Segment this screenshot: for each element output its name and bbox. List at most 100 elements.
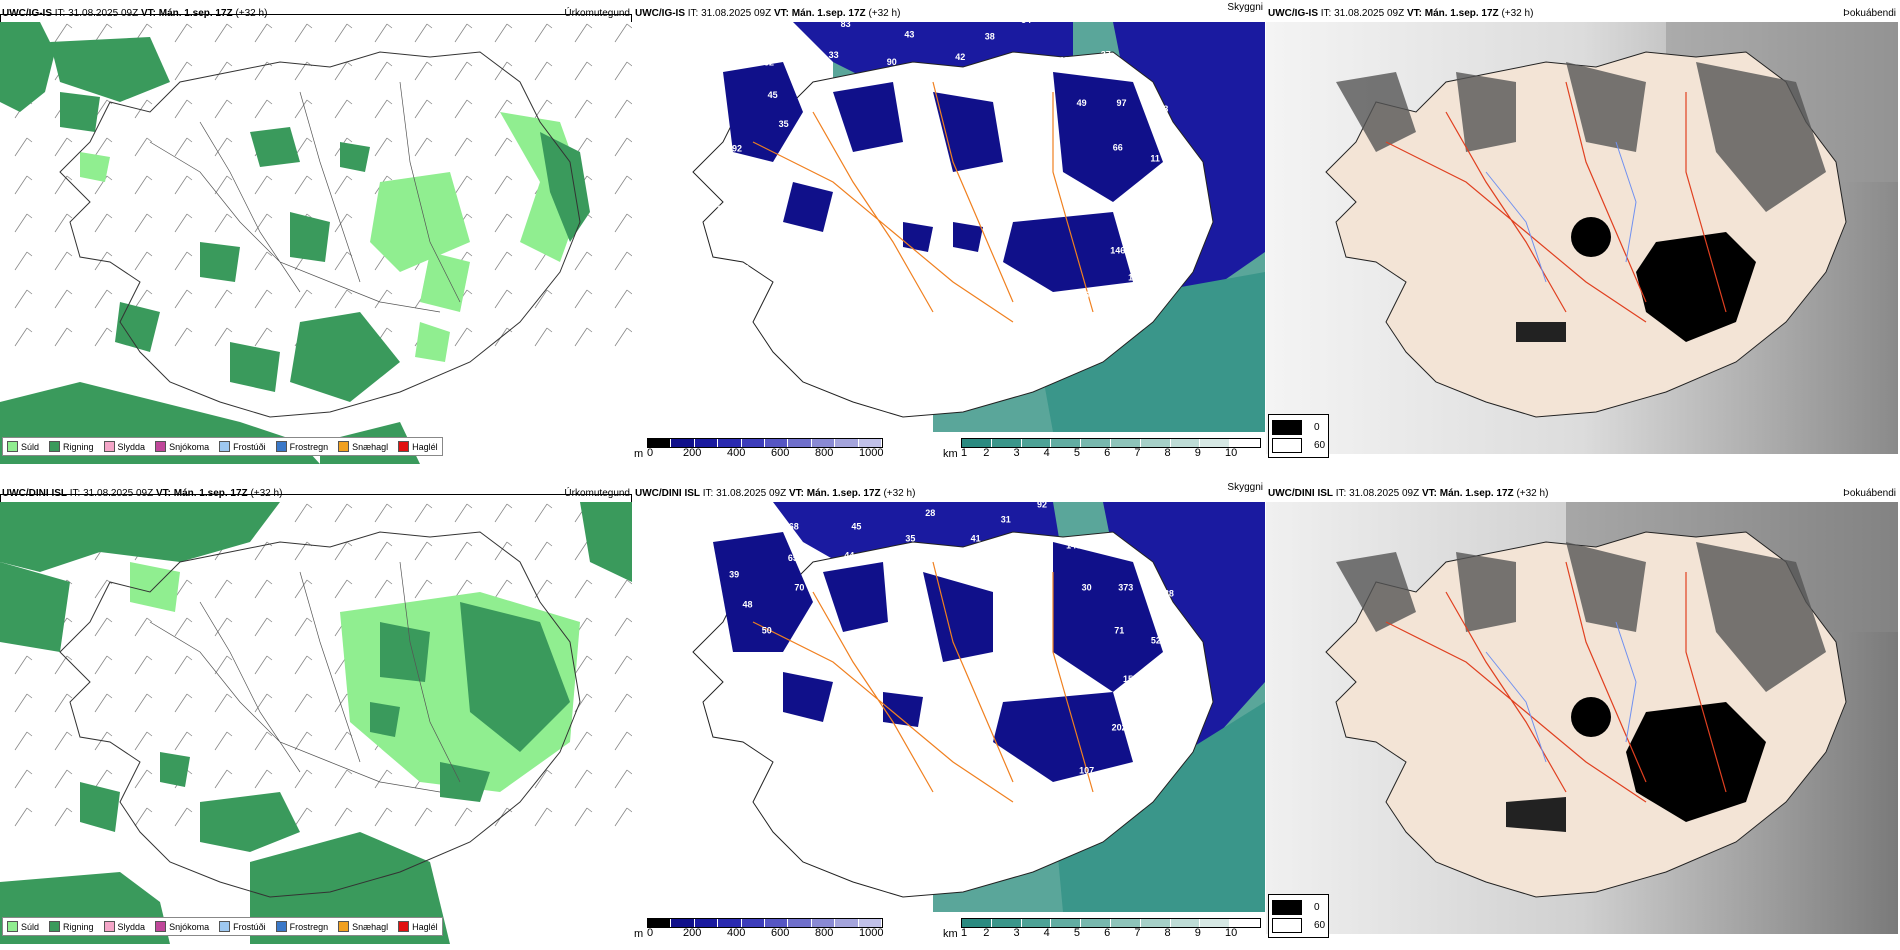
wind-barb [134,769,153,789]
cloudbase-label: 65 [786,313,796,323]
wind-barb [254,23,273,43]
wind-barb [334,541,353,561]
panel-header: UWC/DINI ISL IT: 31.08.2025 09Z VT: Mán.… [1266,488,1898,500]
lead-time: (+32 h) [883,488,916,499]
wind-barb [294,617,313,637]
colorbar-tick: 8 [1164,927,1171,939]
cloudbase-label: 41 [1010,856,1020,866]
cloudbase-label: 52 [755,765,765,775]
legend-swatch [219,441,231,452]
wind-barb [574,99,593,119]
iceland-outline [59,51,581,418]
cloudbase-label: 43 [1022,322,1032,332]
cloudbase-label: 36 [825,80,835,90]
wind-barb [214,731,233,751]
cloudbase-label: 66 [1113,143,1123,153]
cloudbase-label: 60 [739,264,749,274]
legend-item: Snæhagl [338,441,388,452]
vt-value: Mán. 1.sep. 17Z [1424,8,1499,19]
visibility-unit: km [943,928,958,940]
wind-barb [614,655,632,675]
wind-barb [214,99,233,119]
legend-swatch [219,921,231,932]
legend-item: Haglél [398,921,438,932]
wind-barb [54,655,73,675]
wind-barb [174,99,193,119]
vt-value: Mán. 1.sep. 17Z [158,8,233,19]
wind-barb [94,327,113,347]
colorbar-tick: 3 [1013,927,1020,939]
colorbar-step [1021,439,1052,447]
wind-barb [614,23,632,43]
legend-item: Rigning [49,441,94,452]
wind-barb [134,99,153,119]
iceland-outline [59,531,581,898]
wind-barb [414,99,433,119]
wind-barb [14,807,33,827]
visibility-map: 82 95 130 146 191 143 136 148 46 43 37 61 43 51 47 40 36… [633,22,1265,464]
colorbar-step [741,439,766,447]
legend-item: Snjókoma [155,441,209,452]
wind-barb [614,99,632,119]
wind-barb [574,61,593,81]
wind-barb [494,23,513,43]
wind-barb [454,579,473,599]
it-value: 31.08.2025 09Z [1349,488,1420,499]
cloudbase-unit: m [634,448,644,460]
it-value: 31.08.2025 09Z [1334,8,1405,19]
precip-map: Súld Rigning Slydda Snjókoma Frostúði Fr… [0,502,632,944]
colorbar-step [788,919,812,927]
wind-barb [494,175,513,195]
cloudbase-label: 172 [948,840,963,850]
legend-swatch [1272,419,1302,435]
panel-header: UWC/IG-IS IT: 31.08.2025 09Z VT: Mán. 1.… [0,8,632,20]
wind-barb [214,175,233,195]
wind-barb [614,731,632,751]
colorbar-tick: 7 [1134,927,1141,939]
cloudbase-label: 43 [839,849,849,859]
colorbar-tick: 5 [1073,447,1080,459]
wind-barb [214,61,233,81]
wind-barb [174,251,193,271]
wind-barb [54,23,73,43]
wind-barb [534,23,553,43]
colorbar-tick: 10 [1225,927,1238,939]
wind-barb [54,731,73,751]
cloudbase-scale [647,438,883,448]
legend-swatch [103,921,115,932]
cloudbase-label: 43 [904,30,914,40]
cloudbase-label: 36 [971,814,981,824]
cloudbase-label: 45 [721,655,731,665]
wind-barb [494,289,513,309]
wind-barb [334,61,353,81]
cloudbase-label: 52 [1186,171,1196,181]
wind-barb [134,655,153,675]
cloudbase-label: 54 [1025,827,1035,837]
colorbar-step [1110,919,1141,927]
colorbar-tick: 4 [1043,447,1050,459]
cloudbase-label: 46 [1076,352,1086,362]
wind-barb [374,769,393,789]
cloudbase-label: 48 [1158,104,1168,114]
wind-barb [174,655,193,675]
legend-swatch [338,921,350,932]
cloudbase-label: 68 [789,522,799,532]
colorbar-tick: 0 [647,927,654,939]
it-label: IT: [1335,488,1347,499]
precip-legend: Súld Rigning Slydda Snjókoma Frostúði Fr… [2,437,443,456]
colorbar-step [1051,919,1082,927]
cloudbase-label: 125 [1144,778,1159,788]
cloudbase-label: 38 [985,32,995,42]
colorbar-step [811,919,836,927]
legend-item: Frostúði [219,441,266,452]
colorbar-tick: 0 [647,447,654,459]
lead-time: (+32 h) [1516,488,1549,499]
cloudbase-label: 33 [762,723,772,733]
it-value: 31.08.2025 09Z [68,8,139,19]
cloudbase-label: 51 [931,360,941,370]
wind-barb [574,251,593,271]
wind-barb [254,655,273,675]
cloudbase-label: 214 [1085,826,1100,836]
wind-barb [294,693,313,713]
legend-item: Haglél [398,441,438,452]
